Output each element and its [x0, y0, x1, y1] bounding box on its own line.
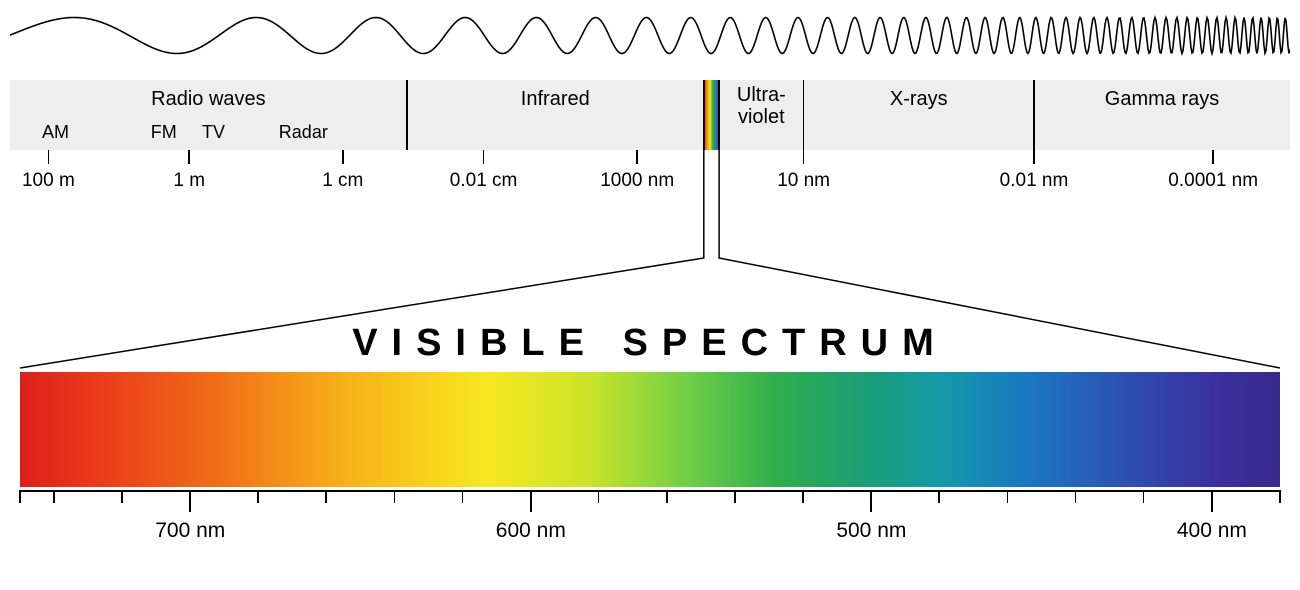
wavelength-tick [636, 150, 638, 164]
wavelength-tick [483, 150, 485, 164]
wavelength-tick [188, 150, 190, 164]
subband-label: Radar [279, 122, 328, 143]
wave-graphic [10, 8, 1290, 63]
visible-tick-minor [802, 490, 804, 503]
band-separator [406, 80, 408, 150]
visible-tick-minor [257, 490, 259, 503]
visible-tick-label: 500 nm [836, 519, 906, 543]
band-separator [1033, 80, 1035, 150]
wavelength-tick [1033, 150, 1035, 164]
band-strip: Radio waves AM FM TV Radar Infrared Ultra-viol… [10, 80, 1290, 150]
visible-tick-minor [325, 490, 327, 503]
band-region: X-rays [804, 80, 1034, 150]
wavelength-label: 0.01 nm [1000, 170, 1069, 192]
wavelength-label: 1000 nm [600, 170, 674, 192]
band-label: Ultra-violet [719, 84, 803, 128]
visible-tick-label: 700 nm [155, 519, 225, 543]
wavelength-scale: 100 m 1 m 1 cm 0.01 cm 1000 nm 10 nm 0.01 nm 0.… [10, 150, 1290, 200]
visible-axis-line [20, 490, 1280, 492]
band-label: Gamma rays [1034, 88, 1290, 111]
band-separator [718, 80, 720, 150]
visible-tick-major [1211, 490, 1213, 512]
band-separator [703, 80, 705, 150]
visible-tick-label: 600 nm [496, 519, 566, 543]
visible-sliver [704, 80, 719, 150]
visible-spectrum-scale: 700 nm 600 nm 500 nm 400 nm [20, 487, 1280, 547]
wavelength-label: 1 cm [322, 170, 363, 192]
visible-tick-major [530, 490, 532, 512]
band-label: Radio waves [10, 88, 407, 111]
visible-tick-minor [666, 490, 668, 503]
wavelength-tick [803, 150, 805, 164]
visible-tick-minor [938, 490, 940, 503]
wavelength-label: 1 m [173, 170, 205, 192]
wavelength-label: 10 nm [777, 170, 830, 192]
visible-tick-edge [19, 490, 21, 503]
visible-tick-minor [734, 490, 736, 503]
visible-tick-minor [598, 490, 600, 503]
band-region: Radio waves AM FM TV Radar [10, 80, 407, 150]
visible-tick-major [189, 490, 191, 512]
visible-tick-minor [394, 490, 396, 503]
wavelength-label: 100 m [22, 170, 75, 192]
band-separator [803, 80, 805, 150]
wavelength-tick [1212, 150, 1214, 164]
subband-label: FM [151, 122, 177, 143]
subband-label: TV [202, 122, 225, 143]
visible-spectrum-bar [20, 372, 1280, 487]
wavelength-tick [342, 150, 344, 164]
visible-tick-minor [53, 490, 55, 503]
subband-label: AM [42, 122, 69, 143]
visible-tick-label: 400 nm [1177, 519, 1247, 543]
band-region: Infrared [407, 80, 704, 150]
visible-tick-major [870, 490, 872, 512]
visible-tick-minor [1143, 490, 1145, 503]
visible-tick-edge [1279, 490, 1281, 503]
visible-tick-minor [462, 490, 464, 503]
band-label: X-rays [804, 88, 1034, 111]
band-region: Gamma rays [1034, 80, 1290, 150]
visible-tick-minor [1007, 490, 1009, 503]
band-region: Ultra-violet [719, 80, 803, 150]
wavelength-tick [48, 150, 50, 164]
visible-tick-minor [121, 490, 123, 503]
em-spectrum-diagram: Radio waves AM FM TV Radar Infrared Ultra-viol… [0, 0, 1300, 590]
band-label: Infrared [407, 88, 704, 111]
wavelength-label: 0.0001 nm [1168, 170, 1258, 192]
wavelength-label: 0.01 cm [450, 170, 518, 192]
visible-spectrum-title: VISIBLE SPECTRUM [0, 322, 1300, 365]
visible-tick-minor [1075, 490, 1077, 503]
